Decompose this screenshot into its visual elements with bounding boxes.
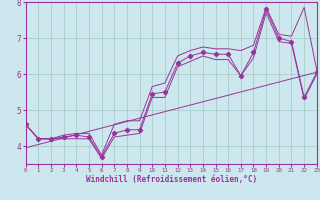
X-axis label: Windchill (Refroidissement éolien,°C): Windchill (Refroidissement éolien,°C) — [86, 175, 257, 184]
